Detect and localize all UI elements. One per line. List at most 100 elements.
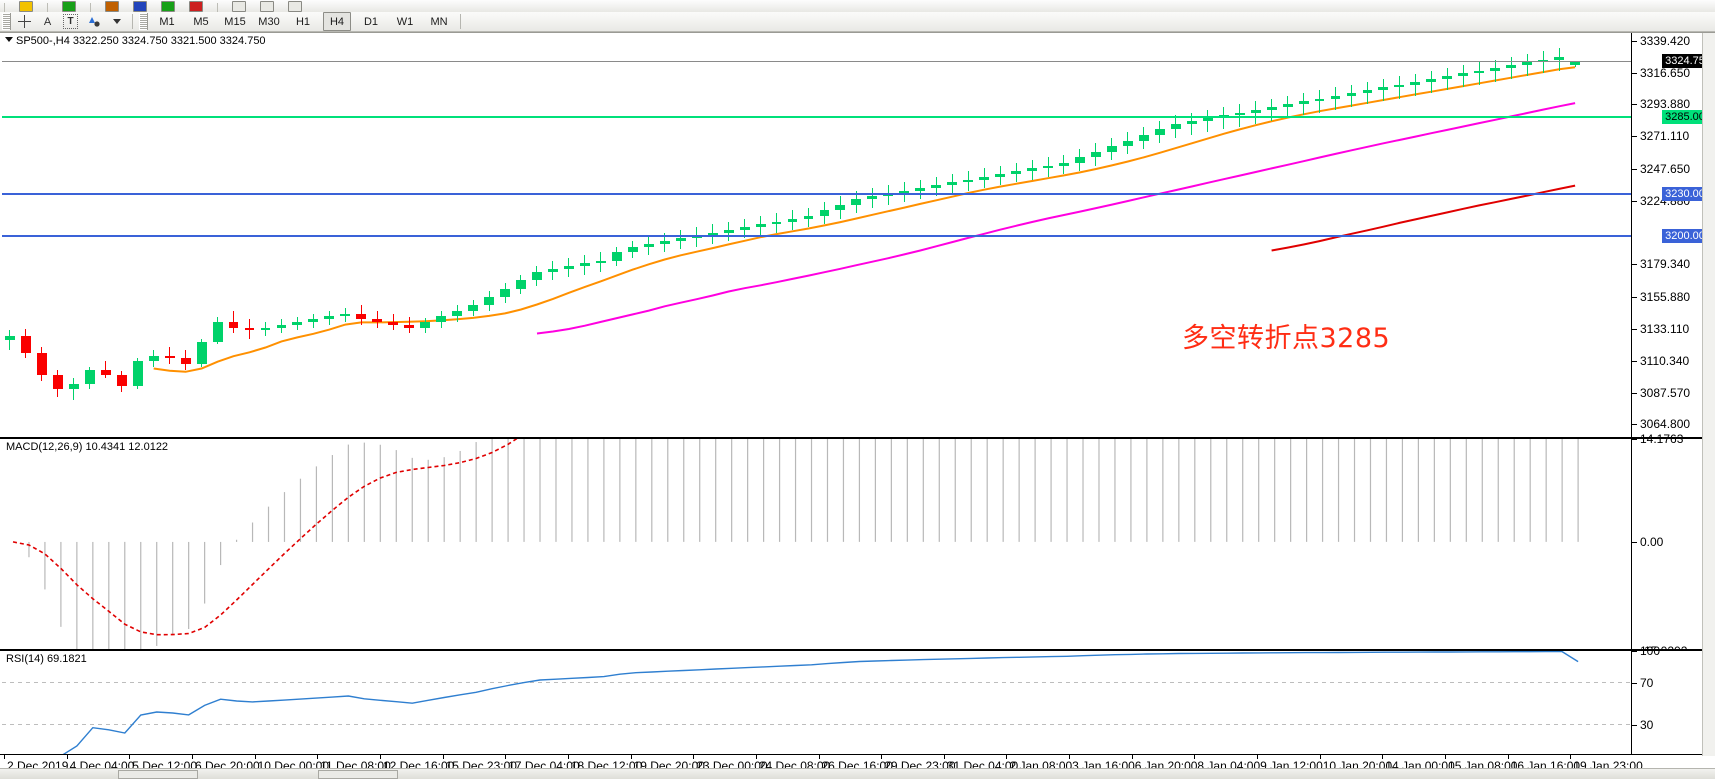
timeframe-m15[interactable]: M15 — [224, 15, 246, 28]
price-plot-area[interactable]: 多空转折点3285 — [2, 33, 1631, 437]
candlestick — [100, 361, 111, 378]
candlestick — [739, 218, 750, 239]
misc3-tool-icon[interactable] — [288, 1, 302, 12]
timeframe-m5[interactable]: M5 — [193, 15, 209, 28]
misc-tool-icon[interactable] — [232, 1, 246, 12]
blue-tool-icon[interactable] — [133, 1, 147, 12]
candlestick — [388, 313, 399, 331]
green2-tool-icon[interactable] — [161, 1, 175, 12]
price-scale[interactable]: 3339.420 3316.650 3293.880 3271.110 3247.650… — [1631, 33, 1715, 437]
orange-tool-icon[interactable] — [105, 1, 119, 12]
time-tick — [943, 755, 945, 759]
toolbar-separator — [460, 14, 461, 29]
candlestick — [500, 282, 510, 303]
candlestick — [484, 291, 494, 311]
yellow-tool-icon[interactable] — [19, 1, 33, 12]
green-tool-icon[interactable] — [62, 1, 76, 12]
toolbar-separator — [47, 3, 48, 12]
level-line-3285[interactable] — [2, 115, 1631, 118]
candlestick — [1186, 112, 1197, 135]
candlestick — [1506, 56, 1517, 80]
level-line-3200[interactable] — [2, 234, 1631, 237]
vertical-scrollbar[interactable] — [1702, 33, 1715, 756]
candlestick — [52, 369, 63, 398]
time-tick — [1257, 755, 1259, 759]
price-tag-3324.75[interactable]: 3324.750 — [1662, 54, 1714, 69]
rsi-pane[interactable]: RSI(14) 69.1821 100 70 30 — [0, 644, 1715, 755]
price-tag-3230[interactable]: 3230.000 — [1662, 186, 1714, 201]
text-label-icon[interactable]: A — [43, 15, 52, 28]
candlestick — [883, 185, 894, 205]
timeframe-mn[interactable]: MN — [430, 15, 448, 28]
red-tool-icon[interactable] — [189, 1, 203, 12]
chart-annotation-text[interactable]: 多空转折点3285 — [1182, 323, 1391, 355]
chart-window[interactable]: SP500-,H4 3322.250 3324.750 3321.500 332… — [0, 32, 1715, 780]
price-scale-label: 3339.420 — [1640, 33, 1691, 48]
candlestick — [1554, 48, 1565, 71]
time-tick — [191, 755, 193, 759]
timeframe-grip[interactable] — [139, 13, 148, 30]
price-pane[interactable]: SP500-,H4 3322.250 3324.750 3321.500 332… — [0, 33, 1715, 438]
text-box-icon[interactable]: T — [60, 12, 81, 31]
crosshair-icon[interactable] — [14, 12, 35, 31]
level-line-3230[interactable] — [2, 192, 1631, 195]
price-tick — [1632, 360, 1637, 362]
symbol-header-label: SP500-,H4 3322.250 3324.750 3321.500 332… — [16, 35, 266, 47]
price-scale-label: 3247.650 — [1640, 161, 1691, 176]
taskbar-item-2[interactable] — [318, 770, 398, 779]
timeframe-w1[interactable]: W1 — [396, 15, 414, 28]
candlestick — [595, 252, 606, 272]
time-tick — [1570, 755, 1572, 759]
macd-pane[interactable]: MACD(12,26,9) 10.4341 12.0122 14.1763 0.0… — [0, 432, 1715, 658]
timeframe-m1[interactable]: M1 — [159, 15, 175, 28]
candlestick — [691, 227, 702, 247]
price-scale-label: 3110.340 — [1640, 353, 1690, 368]
chart-toolbar[interactable]: A T M1 M5 M15 M30 H1 H4 D1 W1 MN — [0, 12, 1715, 32]
taskbar-strip[interactable] — [0, 768, 1715, 779]
candlestick — [1346, 84, 1357, 108]
price-tick — [1632, 168, 1637, 170]
time-tick — [881, 755, 883, 759]
candlestick — [963, 171, 974, 191]
rsi-scale[interactable]: 100 70 30 — [1631, 644, 1715, 754]
candlestick — [579, 255, 590, 275]
time-tick — [254, 755, 256, 759]
candlestick — [787, 210, 798, 230]
toolbar-separator — [4, 3, 5, 12]
time-tick — [693, 755, 695, 759]
toolbar-grip[interactable] — [2, 13, 11, 30]
price-tag-3200[interactable]: 3200.000 — [1662, 228, 1714, 243]
time-tick — [1507, 755, 1509, 759]
timeframe-d1[interactable]: D1 — [363, 15, 379, 28]
candlestick — [1091, 143, 1101, 166]
taskbar-item-1[interactable] — [118, 770, 198, 779]
shapes-dropdown-icon[interactable] — [106, 12, 127, 31]
price-tag-3285[interactable]: 3285.000 — [1662, 109, 1714, 124]
price-tick — [1632, 200, 1637, 202]
candlestick — [276, 319, 287, 334]
rsi-plot-area[interactable] — [2, 651, 1631, 754]
candlestick — [340, 308, 351, 323]
timeframe-h1[interactable]: H1 — [295, 15, 311, 28]
candlestick — [1378, 79, 1389, 102]
timeframe-h4[interactable]: H4 — [323, 12, 351, 31]
price-scale-label: 3155.880 — [1640, 290, 1691, 305]
candlestick — [1138, 126, 1149, 149]
candlestick — [627, 241, 638, 258]
rsi-tick — [1632, 651, 1637, 652]
candlestick — [308, 313, 319, 328]
shapes-icon[interactable] — [83, 12, 104, 31]
timeframe-m30[interactable]: M30 — [258, 15, 280, 28]
time-tick — [1069, 755, 1071, 759]
misc2-tool-icon[interactable] — [260, 1, 274, 12]
current-price-line — [2, 61, 1631, 63]
time-tick — [4, 755, 5, 759]
time-tick — [1006, 755, 1008, 759]
candlestick — [20, 329, 31, 359]
macd-plot-area[interactable] — [2, 439, 1631, 649]
time-tick — [818, 755, 820, 759]
candlestick — [755, 215, 766, 236]
collapse-arrow-icon[interactable] — [5, 37, 13, 42]
price-tick — [1632, 424, 1637, 426]
